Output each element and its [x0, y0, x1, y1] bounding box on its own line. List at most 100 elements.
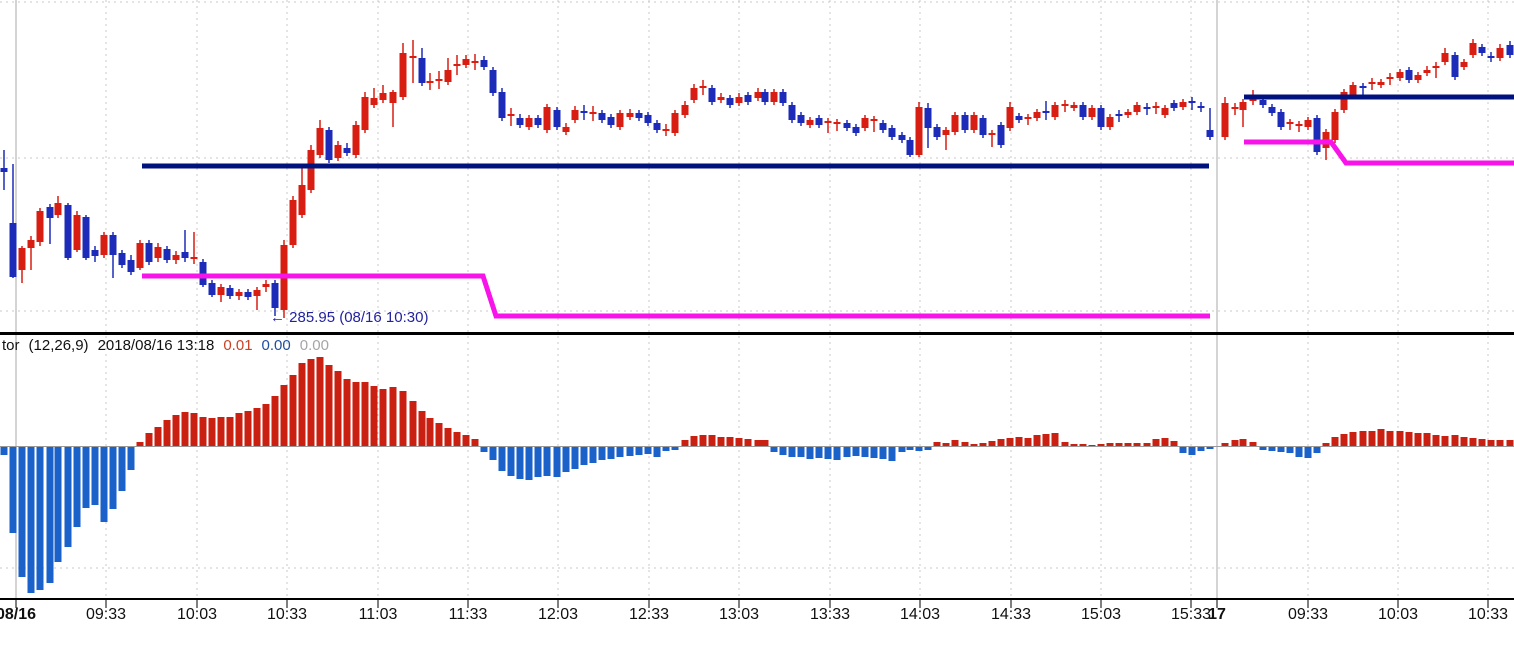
candle-body	[1340, 92, 1348, 110]
histogram-bar	[100, 446, 108, 522]
histogram-bar	[635, 446, 643, 455]
candle-body	[1460, 62, 1468, 67]
candle-body	[1106, 117, 1114, 127]
candle-body	[525, 118, 533, 127]
histogram-bar	[1414, 433, 1422, 446]
candle-body	[1386, 77, 1394, 79]
candle-body	[1377, 82, 1385, 85]
histogram-bar	[717, 437, 725, 446]
histogram-bar	[516, 446, 524, 479]
candle-body	[662, 129, 670, 131]
indicator-value-signal: 0.00	[299, 337, 329, 354]
histogram-bar	[471, 439, 479, 446]
candle-body	[1061, 104, 1069, 106]
histogram-bar	[1423, 433, 1431, 446]
histogram-bar	[226, 417, 234, 446]
candle-body	[626, 113, 634, 117]
indicator-value-macd: 0.00	[261, 337, 291, 354]
histogram-bar	[325, 365, 333, 446]
candle-body	[1133, 105, 1141, 112]
histogram-bar	[426, 418, 434, 446]
histogram-bar	[352, 382, 360, 446]
candle-body	[18, 248, 26, 270]
candle-body	[9, 223, 17, 277]
histogram-bar	[181, 412, 189, 446]
histogram-bar	[498, 446, 506, 471]
histogram-bar	[644, 446, 652, 454]
x-axis-line	[0, 598, 1514, 600]
candle-body	[861, 118, 869, 128]
histogram-bar	[1441, 436, 1449, 446]
overlay-lines	[142, 94, 1514, 319]
candle-body	[435, 79, 443, 81]
candle-body	[681, 105, 689, 115]
histogram-bar	[379, 389, 387, 446]
histogram-bar	[9, 446, 17, 533]
histogram-bar	[562, 446, 570, 472]
candle-body	[507, 114, 515, 116]
histogram-bar	[0, 446, 8, 455]
histogram-bar	[690, 436, 698, 446]
histogram-bar	[271, 396, 279, 446]
histogram-bar	[361, 382, 369, 446]
histogram-bar	[797, 446, 805, 457]
indicator-params: (12,26,9)	[28, 337, 89, 354]
histogram-bar	[543, 446, 551, 476]
candle-body	[262, 284, 270, 287]
histogram-bar	[1469, 438, 1477, 446]
histogram-bar	[1070, 444, 1078, 446]
candle-body	[271, 283, 279, 308]
histogram-bar	[91, 446, 99, 505]
candle-body	[46, 207, 54, 218]
histogram-bar	[824, 446, 832, 459]
histogram-bar	[1496, 440, 1504, 446]
candle-body	[316, 128, 324, 155]
histogram-bar	[163, 420, 171, 446]
histogram-bar	[118, 446, 126, 491]
candle-body	[352, 125, 360, 155]
oscillator-histogram	[0, 357, 1514, 593]
candle-body	[1496, 48, 1504, 58]
candle-body	[0, 168, 8, 172]
histogram-bar	[979, 443, 987, 446]
candle-body	[598, 113, 606, 120]
candle-body	[334, 145, 342, 158]
histogram-bar	[418, 411, 426, 446]
histogram-bar	[64, 446, 72, 547]
candle-body	[735, 97, 743, 103]
histogram-bar	[744, 439, 752, 446]
candle-body	[27, 240, 35, 248]
candle-body	[471, 61, 479, 63]
candle-body	[1042, 111, 1050, 113]
candle-body	[1231, 107, 1239, 109]
histogram-bar	[1015, 437, 1023, 446]
candle-body	[118, 253, 126, 265]
candle-body	[607, 117, 615, 125]
candle-body	[1152, 106, 1160, 108]
histogram-bar	[653, 446, 661, 457]
candle-body	[480, 60, 488, 67]
histogram-bar	[1368, 431, 1376, 446]
candle-body	[1197, 106, 1205, 108]
histogram-bar	[289, 375, 297, 446]
indicator-header: tor (12,26,9) 2018/08/16 13:18 0.01 0.00…	[2, 337, 329, 355]
histogram-bar	[1277, 446, 1285, 452]
candle-body	[1097, 108, 1105, 127]
candle-body	[843, 123, 851, 128]
candle-body	[91, 250, 99, 256]
histogram-bar	[726, 437, 734, 446]
candle-body	[744, 95, 752, 102]
histogram-bar	[1006, 438, 1014, 446]
candle-body	[235, 292, 243, 296]
histogram-bar	[970, 444, 978, 446]
candle-body	[653, 123, 661, 130]
histogram-bar	[316, 357, 324, 446]
histogram-bar	[898, 446, 906, 452]
gridlines	[0, 0, 1514, 598]
candle-body	[516, 118, 524, 125]
histogram-bar	[861, 446, 869, 457]
histogram-bar	[708, 435, 716, 446]
candle-body	[426, 81, 434, 83]
